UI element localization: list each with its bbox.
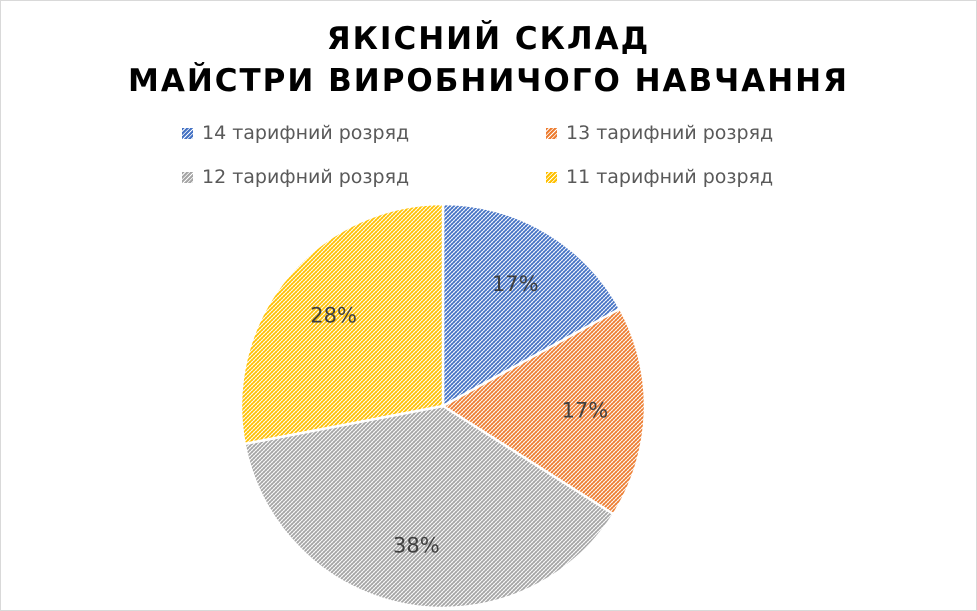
legend-item-11: 11 тарифний розряд: [546, 166, 773, 188]
data-label-12: 38%: [393, 533, 440, 557]
legend-label-14: 14 тарифний розряд: [202, 122, 410, 144]
pie-slice-13: [440, 306, 647, 516]
data-label-11: 28%: [310, 303, 357, 327]
chart-title-line-1: ЯКІСНИЙ СКЛАД: [326, 21, 651, 57]
legend-swatch-14: [182, 127, 193, 139]
pie-labels: 17% 17% 38% 28%: [310, 272, 608, 558]
data-label-13: 17%: [562, 398, 609, 422]
legend-label-12: 12 тарифний розряд: [202, 166, 410, 188]
legend-label-11: 11 тарифний розряд: [566, 166, 774, 188]
legend-item-14: 14 тарифний розряд: [182, 122, 409, 144]
legend-item-13: 13 тарифний розряд: [546, 122, 773, 144]
legend-swatch-13: [546, 127, 557, 139]
data-label-14: 17%: [492, 272, 539, 296]
chart-title-line-2: МАЙСТРИ ВИРОБНИЧОГО НАВЧАННЯ: [128, 63, 849, 99]
chart-title: ЯКІСНИЙ СКЛАД МАЙСТРИ ВИРОБНИЧОГО НАВЧАН…: [0, 18, 977, 102]
legend-swatch-12: [182, 171, 193, 183]
legend-item-12: 12 тарифний розряд: [182, 166, 409, 188]
pie-slice-14: [441, 202, 622, 409]
legend-swatch-11: [546, 171, 557, 183]
pie-slices: [239, 202, 647, 610]
legend-label-13: 13 тарифний розряд: [566, 122, 774, 144]
pie-slice-11: [239, 202, 445, 446]
pie-slice-12: [243, 404, 616, 610]
